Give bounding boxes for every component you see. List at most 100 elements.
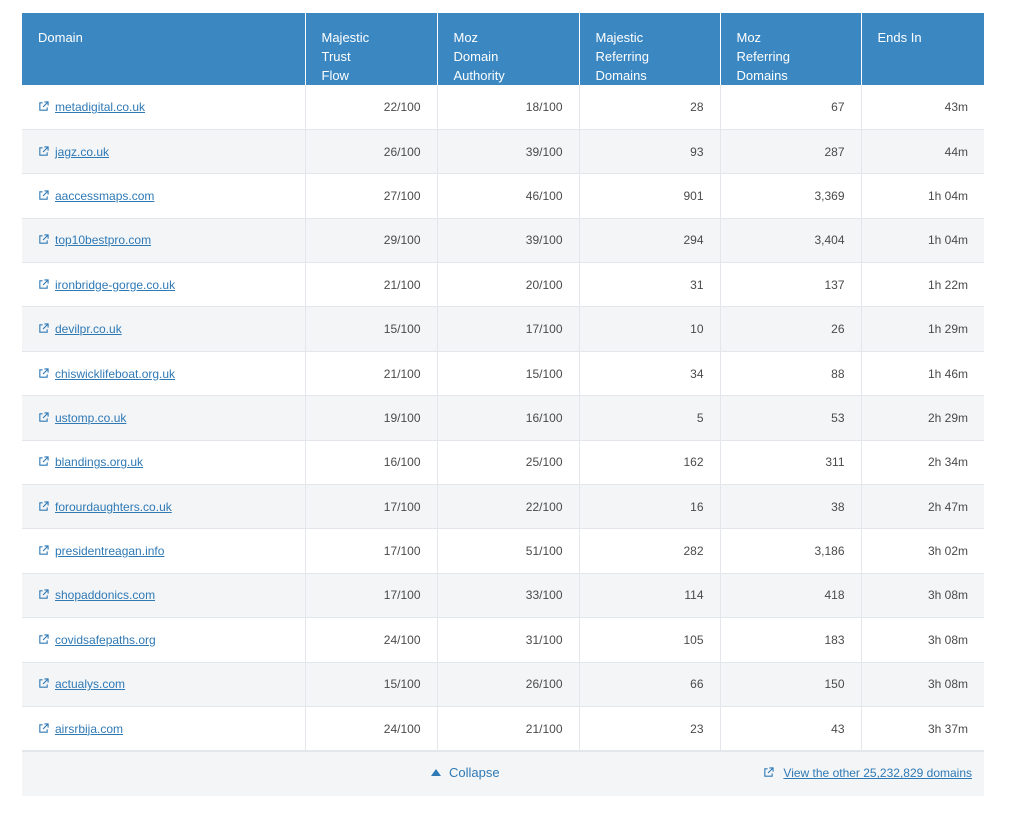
cell-domain: top10bestpro.com bbox=[22, 218, 306, 264]
header-line: Majestic bbox=[595, 30, 644, 45]
view-other-domains-link[interactable]: View the other 25,232,829 domains bbox=[783, 766, 972, 781]
cell-moz-domain-authority: 31/100 bbox=[437, 617, 580, 663]
cell-domain: actualys.com bbox=[22, 662, 306, 707]
external-link-icon[interactable] bbox=[38, 145, 49, 157]
external-link-icon[interactable] bbox=[38, 234, 49, 245]
external-link-icon[interactable] bbox=[38, 412, 49, 423]
domain-link[interactable]: devilpr.co.uk bbox=[55, 322, 122, 337]
external-link-icon[interactable] bbox=[38, 678, 49, 689]
domain-link[interactable]: forourdaughters.co.uk bbox=[55, 499, 172, 514]
cell-majestic-referring-domains: 294 bbox=[579, 218, 721, 264]
domain-link[interactable]: chiswicklifeboat.org.uk bbox=[55, 366, 176, 381]
table-row: actualys.com 15/100 26/100 66 150 3h 08m bbox=[22, 662, 984, 707]
table-footer: Collapse View the other 25,232,829 domai… bbox=[22, 751, 984, 797]
cell-ends-in: 3h 08m bbox=[861, 617, 984, 663]
header-majestic-trust-flow: Majestic Trust Flow bbox=[305, 13, 438, 85]
cell-domain: forourdaughters.co.uk bbox=[22, 484, 306, 530]
table-row: ustomp.co.uk 19/100 16/100 5 53 2h 29m bbox=[22, 395, 984, 441]
external-link-icon bbox=[764, 767, 774, 778]
external-link-icon[interactable] bbox=[38, 367, 49, 379]
cell-majestic-referring-domains: 114 bbox=[579, 573, 721, 619]
external-link-icon[interactable] bbox=[38, 501, 49, 512]
cell-moz-referring-domains: 418 bbox=[720, 573, 862, 619]
cell-majestic-referring-domains: 28 bbox=[579, 85, 721, 130]
cell-majestic-trust-flow: 27/100 bbox=[305, 173, 438, 219]
cell-domain: presidentreagan.info bbox=[22, 528, 306, 574]
domain-link[interactable]: presidentreagan.info bbox=[55, 544, 165, 559]
cell-moz-referring-domains: 88 bbox=[720, 351, 862, 397]
cell-ends-in: 44m bbox=[861, 129, 984, 175]
header-line: Domain bbox=[38, 30, 83, 45]
cell-ends-in: 1h 04m bbox=[861, 173, 984, 219]
domain-link[interactable]: blandings.org.uk bbox=[55, 455, 144, 470]
table-row: chiswicklifeboat.org.uk 21/100 15/100 34 88 1… bbox=[22, 351, 984, 397]
table-header-row: Domain Majestic Trust Flow Moz Domain Au… bbox=[22, 13, 984, 85]
domain-link[interactable]: ironbridge-gorge.co.uk bbox=[55, 277, 176, 292]
cell-moz-domain-authority: 20/100 bbox=[437, 262, 580, 308]
cell-moz-referring-domains: 150 bbox=[720, 662, 862, 707]
external-link-icon[interactable] bbox=[38, 101, 49, 112]
header-line: Flow bbox=[321, 68, 349, 83]
cell-majestic-trust-flow: 17/100 bbox=[305, 573, 438, 619]
cell-moz-referring-domains: 53 bbox=[720, 395, 862, 441]
table-row: presidentreagan.info 17/100 51/100 282 3,186… bbox=[22, 528, 984, 574]
cell-majestic-trust-flow: 17/100 bbox=[305, 528, 438, 574]
cell-majestic-trust-flow: 17/100 bbox=[305, 484, 438, 530]
header-line: Referring bbox=[736, 49, 790, 64]
header-line: Domains bbox=[736, 68, 788, 83]
cell-majestic-trust-flow: 15/100 bbox=[305, 662, 438, 707]
header-line: Referring bbox=[595, 49, 649, 64]
cell-moz-domain-authority: 17/100 bbox=[437, 306, 580, 352]
external-link-icon[interactable] bbox=[38, 323, 49, 334]
cell-ends-in: 1h 29m bbox=[861, 306, 984, 352]
cell-moz-referring-domains: 311 bbox=[720, 440, 862, 486]
table-row: aaccessmaps.com 27/100 46/100 901 3,369 1h 04… bbox=[22, 173, 984, 219]
external-link-icon[interactable] bbox=[38, 589, 49, 600]
table-row: jagz.co.uk 26/100 39/100 93 287 44m bbox=[22, 129, 984, 175]
cell-majestic-referring-domains: 282 bbox=[579, 528, 721, 574]
header-line: Domain bbox=[453, 49, 499, 64]
domain-link[interactable]: aaccessmaps.com bbox=[55, 188, 155, 203]
cell-moz-domain-authority: 25/100 bbox=[437, 440, 580, 486]
collapse-button[interactable]: Collapse bbox=[431, 765, 500, 780]
cell-majestic-referring-domains: 10 bbox=[579, 306, 721, 352]
cell-majestic-trust-flow: 22/100 bbox=[305, 85, 438, 130]
table-row: shopaddonics.com 17/100 33/100 114 418 3h 08m bbox=[22, 573, 984, 619]
cell-moz-referring-domains: 3,404 bbox=[720, 218, 862, 264]
cell-majestic-referring-domains: 105 bbox=[579, 617, 721, 663]
external-link-icon[interactable] bbox=[38, 456, 49, 467]
table-row: devilpr.co.uk 15/100 17/100 10 26 1h 29m bbox=[22, 306, 984, 352]
domain-link[interactable]: shopaddonics.com bbox=[55, 588, 156, 603]
cell-majestic-trust-flow: 24/100 bbox=[305, 617, 438, 663]
header-line: Ends In bbox=[877, 30, 922, 45]
table-row: ironbridge-gorge.co.uk 21/100 20/100 31 137 1… bbox=[22, 262, 984, 308]
cell-moz-domain-authority: 39/100 bbox=[437, 129, 580, 175]
domain-link[interactable]: jagz.co.uk bbox=[55, 144, 110, 159]
external-link-icon[interactable] bbox=[38, 279, 49, 290]
external-link-icon[interactable] bbox=[38, 723, 49, 734]
external-link-icon[interactable] bbox=[38, 545, 49, 556]
header-line: Domains bbox=[595, 68, 647, 83]
external-link-icon[interactable] bbox=[38, 634, 49, 645]
domain-link[interactable]: actualys.com bbox=[55, 677, 126, 692]
header-line: Majestic bbox=[321, 30, 370, 45]
cell-moz-domain-authority: 21/100 bbox=[437, 706, 580, 752]
cell-moz-referring-domains: 3,369 bbox=[720, 173, 862, 219]
cell-domain: jagz.co.uk bbox=[22, 129, 306, 175]
domain-link[interactable]: ustomp.co.uk bbox=[55, 410, 127, 425]
domain-link[interactable]: airsrbija.com bbox=[55, 721, 124, 736]
cell-majestic-trust-flow: 29/100 bbox=[305, 218, 438, 264]
cell-moz-referring-domains: 137 bbox=[720, 262, 862, 308]
domain-link[interactable]: metadigital.co.uk bbox=[55, 99, 146, 114]
domain-link[interactable]: covidsafepaths.org bbox=[55, 632, 156, 647]
domain-link[interactable]: top10bestpro.com bbox=[55, 233, 152, 248]
cell-moz-domain-authority: 22/100 bbox=[437, 484, 580, 530]
cell-domain: ustomp.co.uk bbox=[22, 395, 306, 441]
cell-majestic-referring-domains: 34 bbox=[579, 351, 721, 397]
cell-moz-referring-domains: 43 bbox=[720, 706, 862, 752]
cell-ends-in: 2h 29m bbox=[861, 395, 984, 441]
cell-moz-domain-authority: 33/100 bbox=[437, 573, 580, 619]
table-row: blandings.org.uk 16/100 25/100 162 311 2h 34m bbox=[22, 440, 984, 486]
external-link-icon[interactable] bbox=[38, 190, 49, 201]
cell-domain: aaccessmaps.com bbox=[22, 173, 306, 219]
